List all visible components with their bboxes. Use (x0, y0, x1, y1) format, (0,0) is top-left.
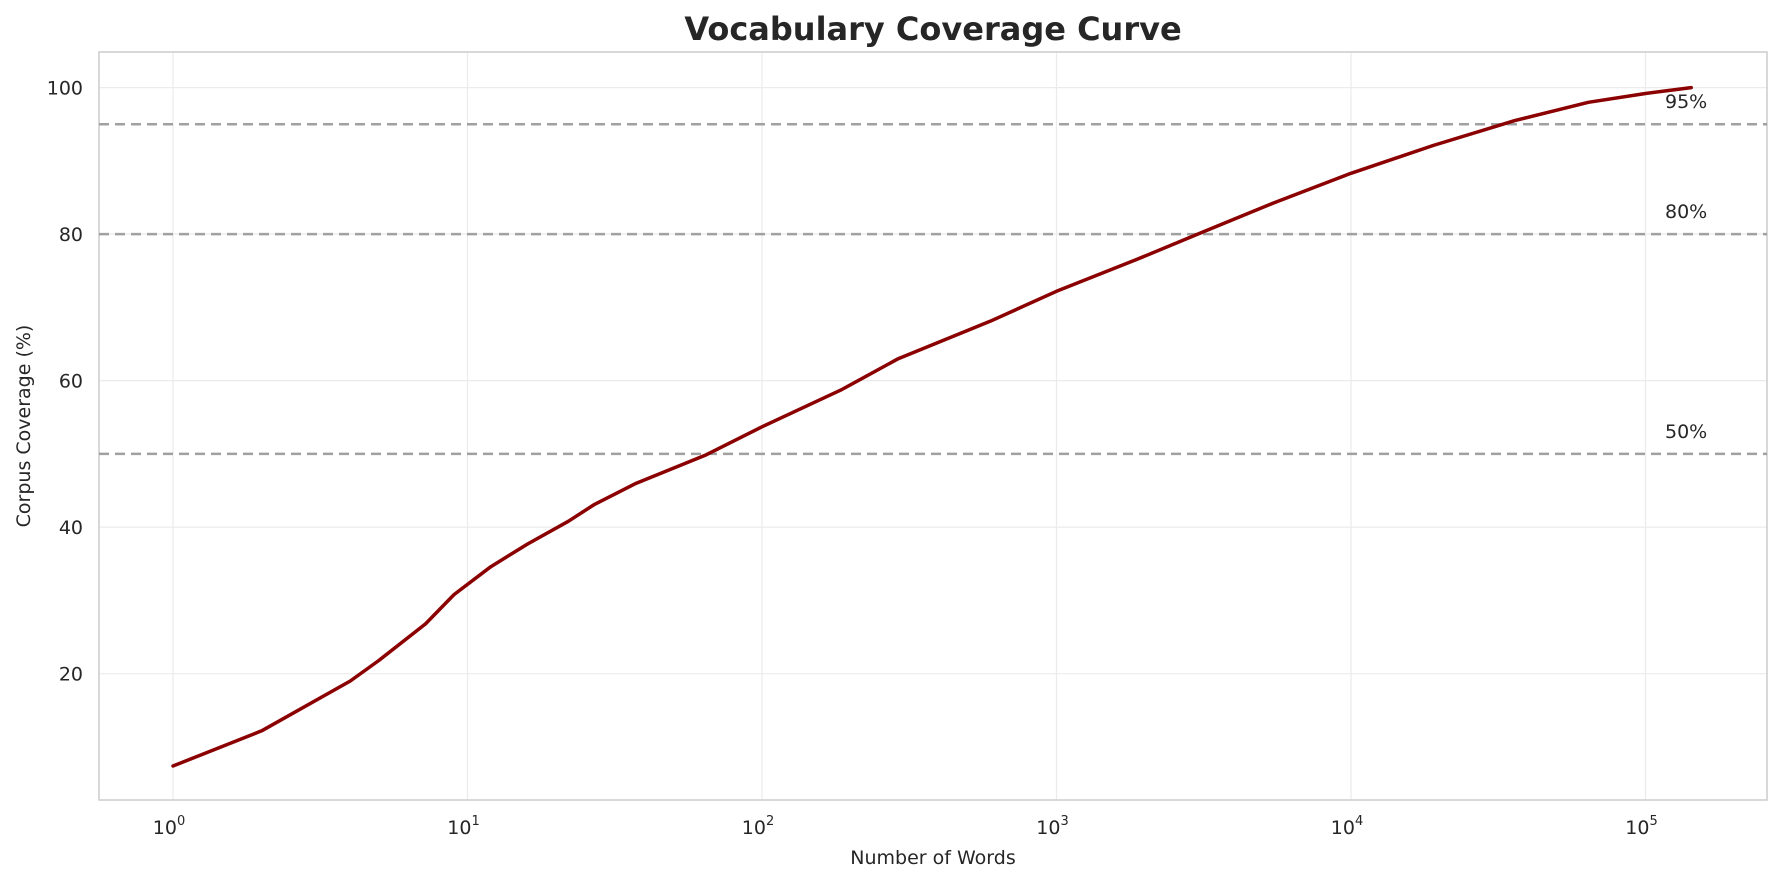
reference-lines: 95% 80% 50% (99, 91, 1767, 456)
y-tick-label: 100 (47, 78, 83, 100)
x-axis-ticks: 100 101 102 103 104 105 (153, 814, 1658, 839)
coverage-line (171, 85, 1693, 768)
reference-label-50: 50% (1665, 421, 1707, 443)
y-tick-label: 20 (59, 664, 83, 686)
x-tick-label: 100 (153, 814, 185, 839)
chart-title: Vocabulary Coverage Curve (684, 10, 1181, 48)
plot-frame (98, 51, 1768, 801)
x-tick-label: 104 (1331, 814, 1363, 839)
x-tick-label: 105 (1625, 814, 1657, 839)
x-tick-label: 102 (742, 814, 774, 839)
y-axis-ticks: 20 40 60 80 100 (47, 78, 83, 686)
y-tick-label: 80 (59, 224, 83, 246)
reference-label-80: 80% (1665, 201, 1707, 223)
y-tick-label: 40 (59, 517, 83, 539)
x-tick-label: 103 (1036, 814, 1068, 839)
x-axis-label: Number of Words (850, 847, 1015, 869)
x-tick-label: 101 (447, 814, 479, 839)
y-tick-label: 60 (59, 371, 83, 393)
grid-lines (99, 52, 1767, 800)
y-axis-label: Corpus Coverage (%) (13, 325, 35, 528)
reference-label-95: 95% (1665, 91, 1707, 113)
